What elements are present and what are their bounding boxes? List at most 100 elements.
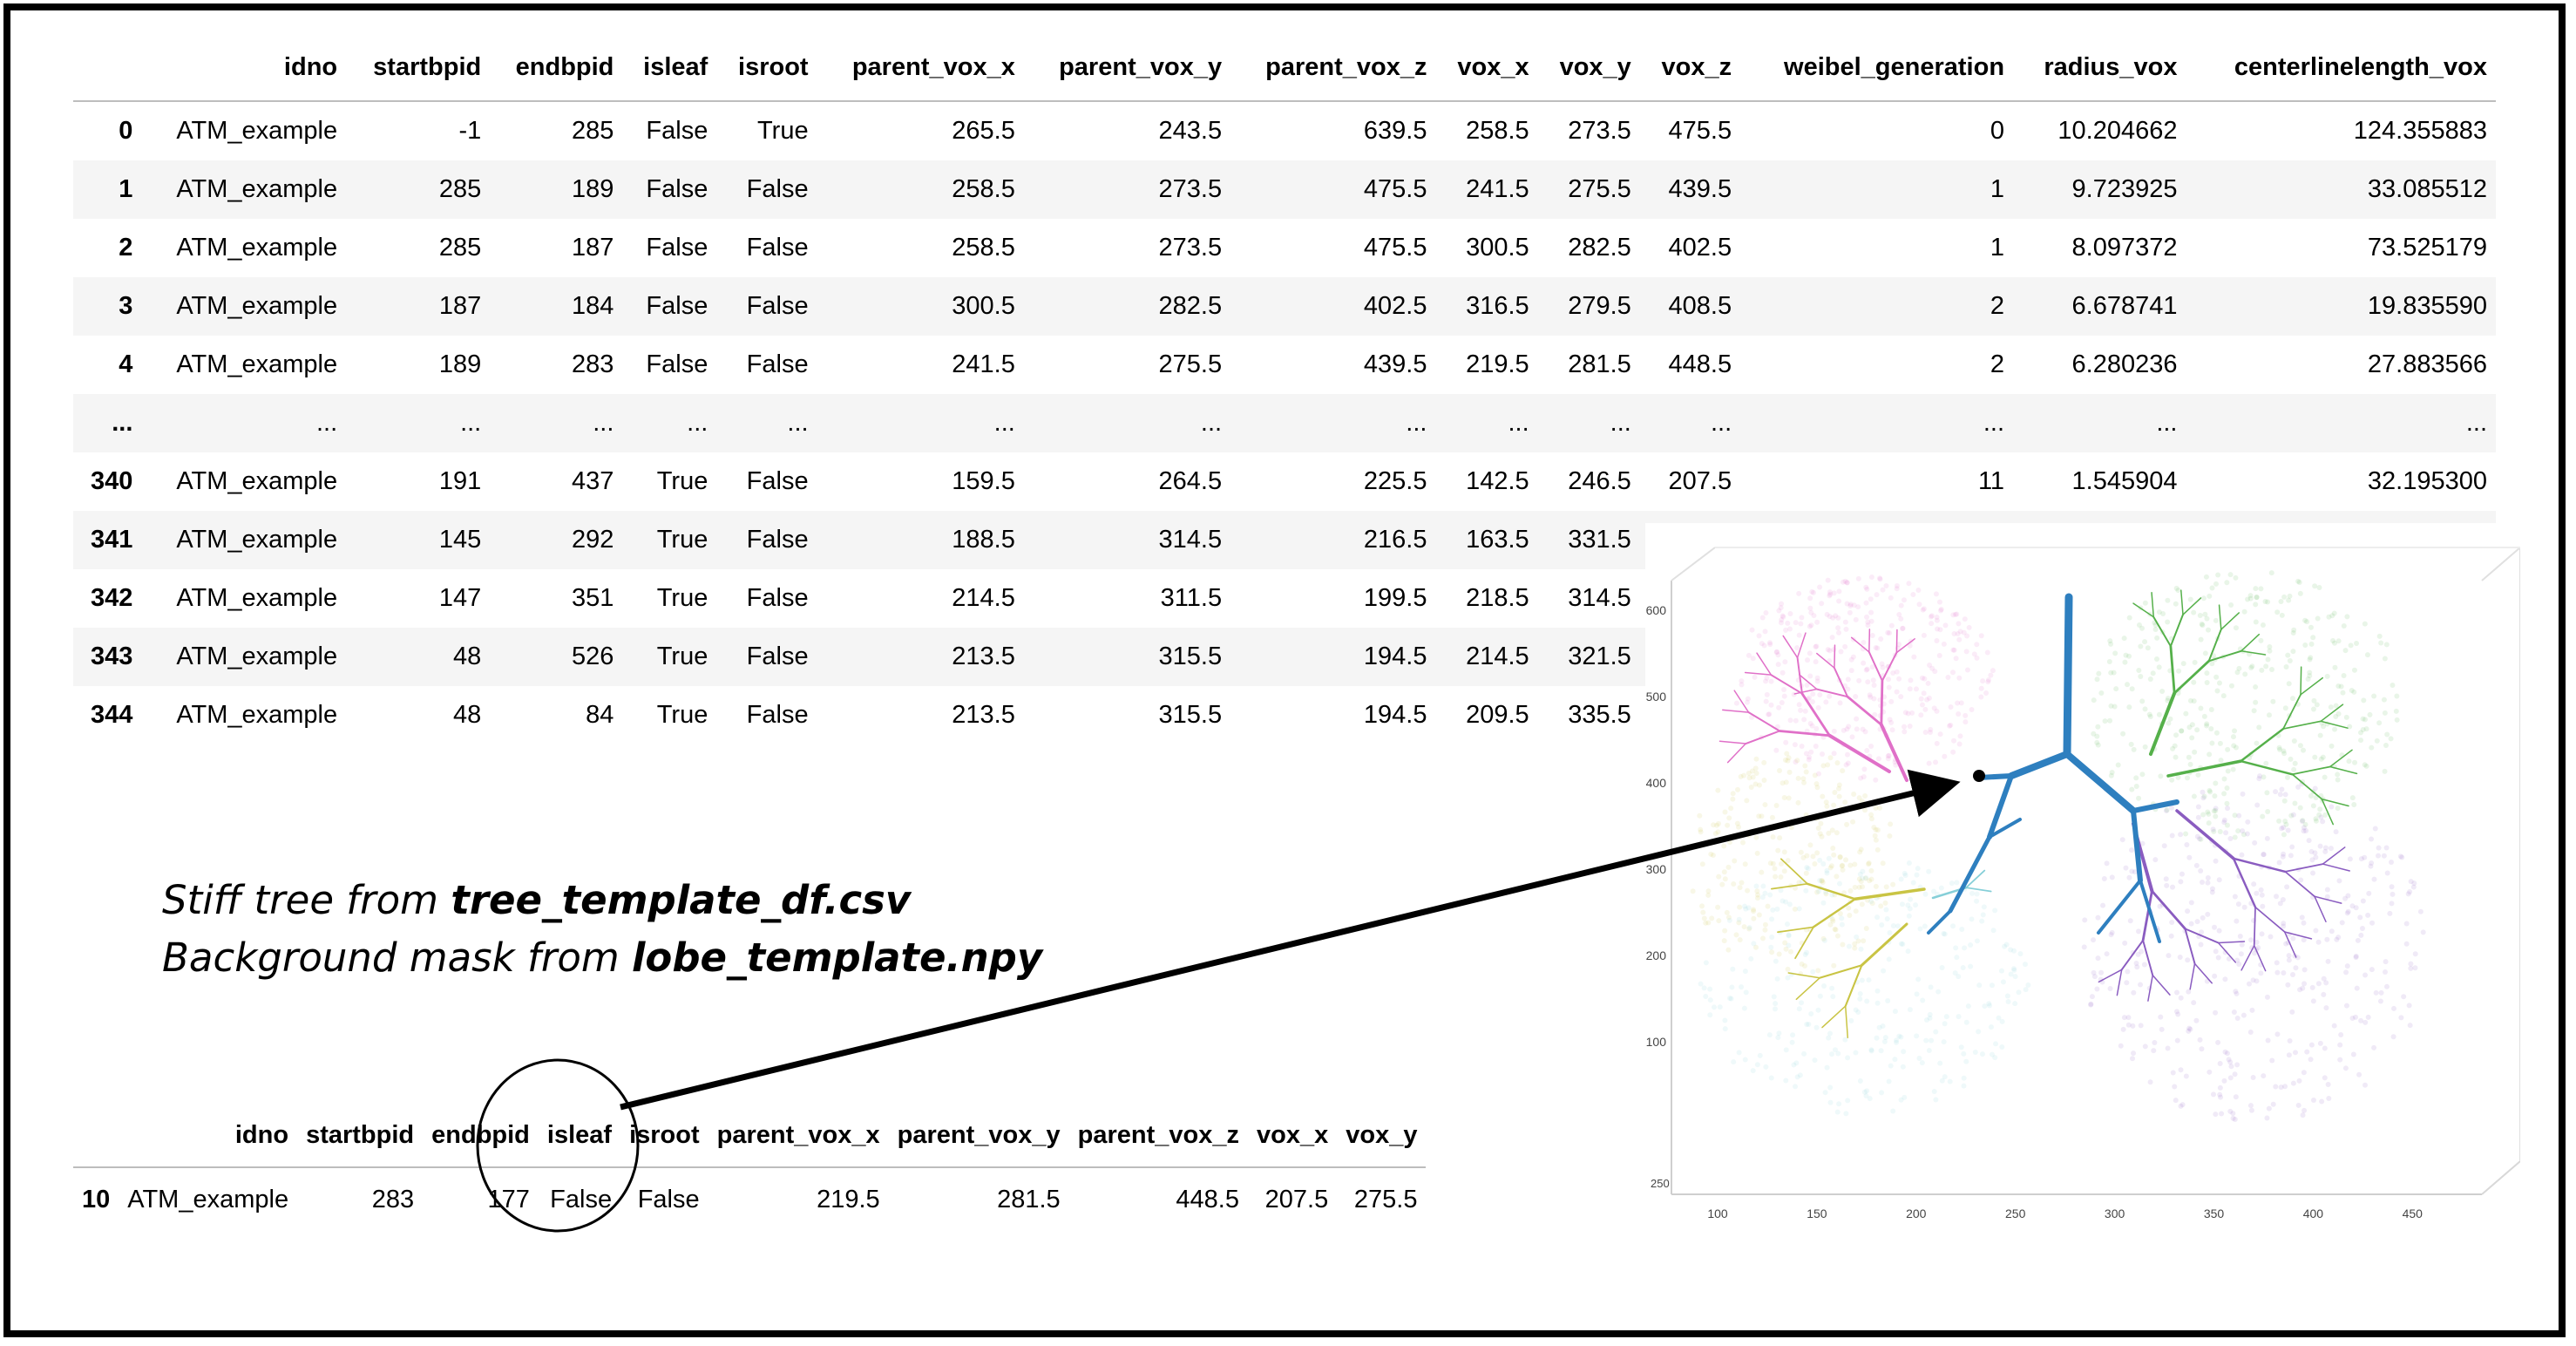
lobe-point: [2159, 688, 2166, 694]
lobe-point: [2150, 670, 2156, 676]
lobe-point: [1775, 1035, 1781, 1041]
lobe-point: [2233, 625, 2239, 631]
lobe-point: [2191, 679, 2197, 685]
column-header: vox_z: [1661, 53, 1732, 81]
lobe-point: [1933, 591, 1939, 597]
lobe-point: [2207, 789, 2213, 795]
table-cell: 351: [572, 584, 614, 612]
lobe-point: [1956, 675, 1963, 681]
lobe-point: [2091, 697, 2097, 704]
lobe-point: [2285, 827, 2291, 833]
lobe-point: [1861, 1089, 1868, 1095]
lobe-point: [1756, 782, 1762, 788]
lobe-point: [2221, 791, 2227, 797]
lobe-point: [2102, 718, 2108, 724]
table-cell: True: [656, 526, 708, 554]
lobe-point: [1871, 825, 1877, 831]
lobe-point: [2107, 985, 2113, 991]
lobe-point: [1860, 868, 1866, 874]
table-cell: 314.5: [1158, 526, 1223, 554]
lobe-point: [1779, 670, 1786, 676]
lobe-point: [1769, 814, 1775, 820]
lobe-point: [1941, 641, 1947, 647]
airway-branch: [2284, 871, 2315, 898]
lobe-point: [1784, 921, 1790, 928]
lobe-point: [2333, 829, 2339, 835]
lobe-point: [1846, 905, 1852, 911]
lobe-point: [1839, 921, 1845, 928]
lobe-point: [2232, 1117, 2238, 1123]
lobe-point: [2325, 958, 2331, 964]
lobe-point: [2394, 717, 2400, 723]
lobe-point: [1762, 890, 1768, 896]
lobe-point: [2308, 1042, 2315, 1048]
table-cell: 191: [438, 467, 482, 495]
lobe-point: [2284, 884, 2290, 890]
lobe-point: [1749, 627, 1755, 633]
lobe-point: [1768, 678, 1774, 684]
lobe-point: [2411, 880, 2417, 887]
lobe-point: [2254, 939, 2260, 945]
table-cell: 48: [452, 701, 482, 729]
airway-branch: [2132, 602, 2155, 618]
lobe-point: [2261, 1073, 2267, 1079]
lobe-point: [2138, 982, 2144, 988]
lobe-point: [1947, 1078, 1953, 1084]
lobe-point: [1742, 861, 1748, 867]
lobe-point: [1958, 1044, 1964, 1050]
lobe-point: [1814, 850, 1820, 856]
lobe-point: [1773, 803, 1779, 809]
lobe-point: [1866, 977, 1872, 983]
lobe-point: [2292, 1050, 2298, 1056]
lobe-point: [2300, 818, 2306, 824]
lobe-point: [2235, 828, 2241, 834]
lobe-point: [1866, 861, 1872, 867]
lobe-point: [1927, 729, 1933, 735]
lobe-point: [2382, 656, 2388, 662]
lobe-point: [2095, 914, 2101, 921]
lobe-point: [2156, 609, 2162, 615]
lobe-point: [1794, 1074, 1800, 1080]
table-cell: ...: [1983, 409, 2005, 437]
lobe-point: [2297, 987, 2303, 993]
lobe-point: [2011, 948, 2017, 954]
lobe-point: [2125, 1022, 2132, 1028]
lobe-point: [1931, 705, 1937, 711]
lobe-point: [2101, 876, 2107, 882]
lobe-point: [1796, 590, 1802, 596]
lobe-point: [2316, 585, 2322, 591]
lobe-point: [1857, 990, 1863, 996]
lobe-point: [1821, 983, 1827, 989]
lobe-point: [1820, 880, 1826, 886]
lobe-point: [2270, 1101, 2276, 1107]
lobe-point: [1803, 751, 1809, 757]
lobe-point: [1853, 1050, 1859, 1056]
lobe-point: [1751, 907, 1757, 913]
table-cell: ...: [593, 409, 614, 437]
lobe-point: [1805, 866, 1811, 872]
lobe-point: [1852, 941, 1858, 947]
lobe-point: [1810, 691, 1816, 697]
lobe-point: [1974, 891, 1980, 897]
table-row: 340 ATM_example 191 437 True False 159.5 264.5 2…: [73, 452, 2496, 511]
lobe-point: [1715, 787, 1721, 793]
airway-branch: [1965, 869, 1986, 889]
tree-dataframe-table: idno startbpid endbpid isleaf isroot parent_v…: [73, 35, 2496, 744]
lobe-point: [1746, 925, 1752, 931]
lobe-point: [2310, 870, 2316, 876]
airway-branch: [2131, 799, 2179, 813]
table-cell: ATM_example: [176, 175, 338, 203]
table-cell: 159.5: [952, 467, 1015, 495]
lobe-point: [1715, 829, 1721, 835]
lobe-point: [1964, 633, 1970, 639]
lobe-point: [1836, 598, 1842, 604]
lobe-point: [2139, 698, 2146, 704]
lobe-point: [2315, 615, 2321, 622]
lobe-point: [1786, 755, 1792, 761]
lobe-point: [2362, 854, 2368, 860]
lobe-point: [2313, 818, 2319, 824]
lobe-point: [1886, 752, 1892, 758]
airway-branch: [1718, 740, 1747, 744]
lobe-point: [2109, 929, 2115, 935]
lobe-point: [2315, 981, 2322, 987]
